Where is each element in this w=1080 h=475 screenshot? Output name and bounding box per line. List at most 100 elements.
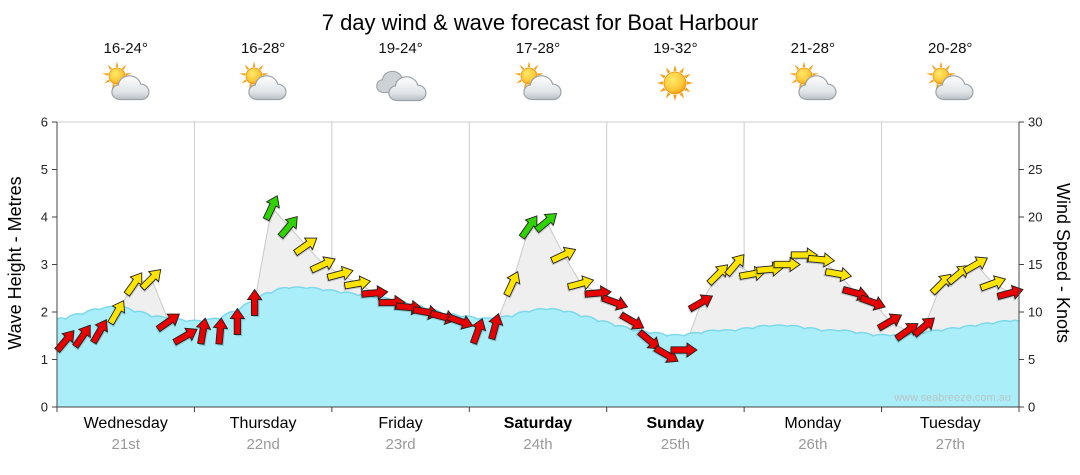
wind-arrow [325, 265, 354, 283]
day-forecast-header: 19-24° [332, 40, 469, 104]
watermark: www.seabreeze.com.au [893, 392, 1011, 404]
wind-arrow [195, 317, 212, 347]
wind-arrow [894, 323, 919, 344]
day-temp-range: 19-32° [653, 40, 698, 57]
day-name: Saturday [503, 415, 573, 432]
weather-sun-cloud-icon [924, 62, 976, 104]
wind-arrow [599, 294, 629, 312]
day-forecast-header: 19-32° [607, 40, 744, 104]
wind-tick-label: 25 [1028, 162, 1042, 177]
wave-tick-label: 1 [41, 352, 48, 367]
wind-arrow [911, 317, 936, 340]
wind-arrow [172, 327, 198, 348]
wind-tick-label: 20 [1028, 210, 1042, 225]
day-name: Monday [784, 415, 842, 432]
wave-tick-label: 4 [41, 210, 48, 225]
wind-arrow [962, 256, 989, 276]
day-forecast-header: 17-28° [469, 40, 606, 104]
weather-sun-cloud-icon [787, 62, 839, 104]
day-forecast-header: 21-28° [744, 40, 881, 104]
wind-arrow [411, 304, 440, 321]
wind-arrow [72, 324, 91, 351]
wave-tick-label: 3 [41, 257, 48, 272]
wind-arrow [309, 256, 336, 276]
wind-arrow [823, 266, 853, 283]
wave-height-area [57, 287, 1019, 407]
day-name: Wednesday [83, 415, 168, 432]
day-name: Thursday [229, 415, 297, 432]
weather-sun-icon [649, 62, 701, 104]
wind-arrow [229, 307, 246, 337]
day-axis-label: Wednesday 21st [57, 415, 194, 453]
wind-arrow [566, 275, 595, 292]
wind-arrow [469, 318, 487, 347]
wind-arrow [978, 275, 1007, 294]
wind-arrow [488, 312, 504, 342]
wind-arrow [292, 237, 318, 258]
wind-tick-label: 0 [1028, 400, 1035, 415]
wind-arrow [687, 294, 714, 314]
wind-arrow [876, 313, 903, 333]
wind-arrow [262, 195, 281, 223]
day-axis-label: Tuesday 27th [882, 415, 1019, 453]
wind-arrow [155, 313, 180, 334]
day-temp-range: 16-24° [103, 40, 148, 57]
day-date: 25th [660, 436, 690, 453]
day-headers-row: 16-24° 16-28° 19-24° 17-28° 19-32° 21-28° 20-2… [57, 40, 1019, 104]
day-forecast-header: 16-28° [194, 40, 331, 104]
weather-sun-cloud-icon [100, 62, 152, 104]
wind-tick-label: 30 [1028, 115, 1042, 130]
wind-arrow [669, 342, 698, 359]
wind-tick-label: 15 [1028, 257, 1042, 272]
wind-arrow [635, 329, 661, 350]
wind-arrow [806, 252, 836, 269]
day-axis-label: Thursday 22nd [194, 415, 331, 453]
wind-tick-label: 10 [1028, 305, 1042, 320]
wind-arrow [549, 246, 577, 266]
day-axis-label: Sunday 25th [607, 415, 744, 453]
day-axis-label: Saturday 24th [469, 415, 606, 453]
day-date: 22nd [246, 436, 280, 453]
day-date: 26th [798, 436, 828, 453]
day-axis-label: Friday 23rd [332, 415, 469, 453]
wind-arrow [533, 212, 558, 235]
wind-tick-label: 5 [1028, 352, 1035, 367]
wind-arrow [857, 294, 886, 312]
wind-arrow [246, 288, 264, 318]
day-forecast-header: 16-24° [57, 40, 194, 104]
wind-arrow [946, 265, 970, 288]
weather-sun-cloud-icon [512, 62, 564, 104]
day-name: Tuesday [919, 415, 981, 432]
day-temp-range: 20-28° [928, 40, 973, 57]
day-axis-label: Monday 26th [744, 415, 881, 453]
wind-arrow [107, 300, 126, 328]
page-title: 7 day wind & wave forecast for Boat Harb… [321, 10, 759, 35]
weather-cloud-icon [373, 62, 429, 104]
forecast-chart: 0 1 2 3 4 5 6 0 5 10 15 20 25 30 www.seabreeze.com.au [41, 115, 1043, 415]
wind-arrow [617, 311, 645, 330]
wave-tick-label: 5 [41, 162, 48, 177]
wind-arrow [724, 253, 745, 279]
wind-arrow [360, 284, 389, 302]
wind-arrow [995, 284, 1024, 302]
day-name: Sunday [646, 415, 705, 432]
wind-arrow [277, 215, 298, 241]
day-date: 24th [523, 436, 553, 453]
wave-height-line [56, 286, 1020, 337]
day-temp-range: 17-28° [515, 40, 561, 57]
day-date: 27th [935, 436, 965, 453]
wind-arrow [342, 275, 372, 292]
weather-sun-cloud-icon [237, 62, 289, 104]
wind-arrow [90, 319, 109, 347]
day-temp-range: 19-24° [378, 40, 423, 57]
day-name: Friday [378, 415, 423, 432]
wind-arrow [503, 271, 521, 299]
day-date: 21st [111, 436, 140, 453]
wind-arrow [706, 264, 729, 288]
day-labels-row: Wednesday 21st Thursday 22nd Friday 23rd Satur… [57, 415, 1019, 453]
wind-arrow [445, 313, 474, 331]
wave-tick-label: 6 [41, 115, 48, 130]
wave-tick-label: 0 [41, 400, 48, 415]
wind-arrow [139, 269, 162, 293]
